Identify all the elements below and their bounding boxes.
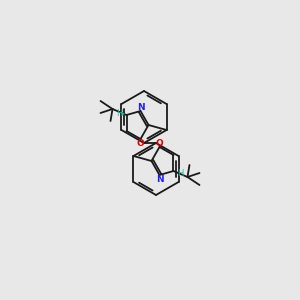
Text: N: N — [156, 175, 163, 184]
Text: O: O — [156, 139, 164, 148]
Text: N: N — [137, 103, 144, 112]
Text: H: H — [116, 109, 123, 118]
Text: O: O — [136, 139, 144, 148]
Text: H: H — [177, 169, 184, 178]
